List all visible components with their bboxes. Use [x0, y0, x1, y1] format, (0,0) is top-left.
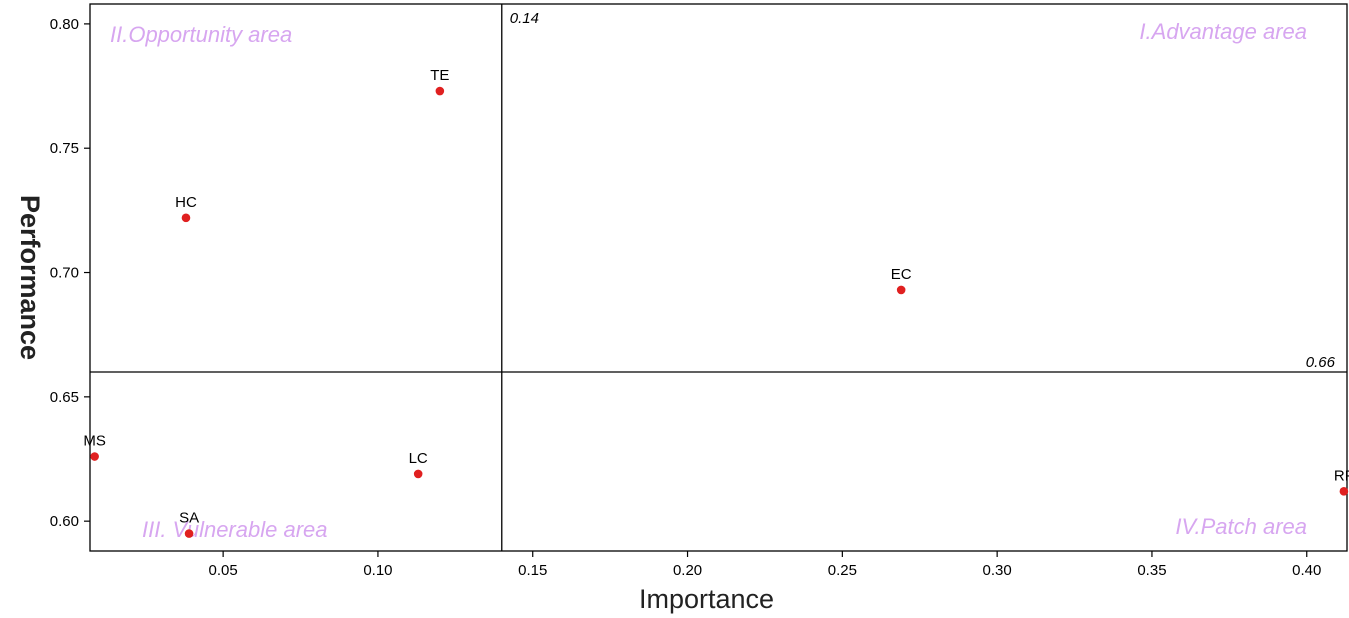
- data-point: [435, 86, 445, 96]
- data-point: [184, 529, 194, 538]
- point-label: EC: [891, 266, 912, 283]
- quadrant-label: IV.Patch area: [1175, 514, 1307, 539]
- plot-frame: [89, 3, 1348, 552]
- x-tick-label: 0.25: [828, 562, 857, 579]
- y-tick-label: 0.70: [50, 265, 79, 282]
- point-label: MS: [83, 433, 106, 450]
- quadrant-label: III. Vulnerable area: [142, 517, 328, 542]
- y-axis-title: Performance: [15, 195, 45, 360]
- quadrant-label: I.Advantage area: [1139, 19, 1307, 44]
- x-tick-label: 0.40: [1292, 562, 1321, 579]
- quadrant-labels: II.Opportunity area I.Advantage area III. …: [110, 19, 1307, 542]
- y-tick-label: 0.80: [50, 16, 79, 33]
- x-tick-label: 0.10: [363, 562, 392, 579]
- y-tick-label: 0.65: [50, 389, 79, 406]
- point-label: RF: [1334, 467, 1349, 484]
- x-axis-title: Importance: [639, 584, 774, 614]
- x-tick-label: 0.15: [518, 562, 547, 579]
- x-tick-label: 0.30: [983, 562, 1012, 579]
- y-tick-label: 0.75: [50, 140, 79, 157]
- x-tick-label: 0.05: [209, 562, 238, 579]
- data-points: TE HC EC MS LC SA RF: [83, 67, 1349, 538]
- quadrant-label: II.Opportunity area: [110, 22, 292, 47]
- point-label: TE: [430, 67, 449, 84]
- data-point: [90, 452, 99, 461]
- axis-ticks: 0.05 0.10 0.15 0.20 0.25 0.30 0.35 0.40 0.60 0.65…: [50, 16, 1322, 579]
- x-tick-label: 0.35: [1137, 562, 1166, 579]
- data-point: [1339, 487, 1349, 496]
- performance-threshold-label: 0.66: [1306, 354, 1336, 371]
- data-point: [181, 213, 191, 223]
- point-label: LC: [409, 450, 428, 467]
- data-point: [413, 469, 423, 479]
- point-label: HC: [175, 194, 197, 211]
- importance-threshold-label: 0.14: [510, 10, 539, 27]
- point-label: SA: [179, 510, 199, 527]
- data-point: [896, 285, 906, 295]
- x-tick-label: 0.20: [673, 562, 702, 579]
- y-tick-label: 0.60: [50, 513, 79, 530]
